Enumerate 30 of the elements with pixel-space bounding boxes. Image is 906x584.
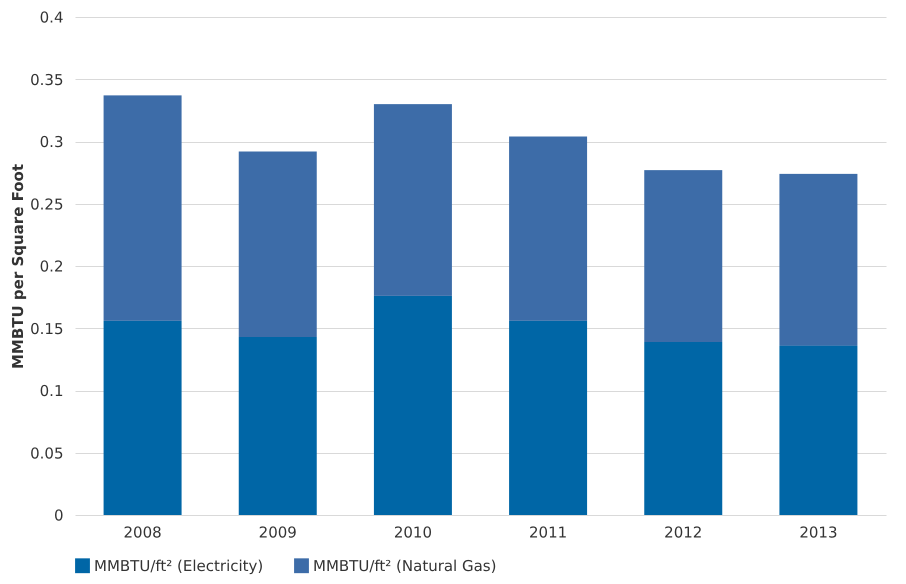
y-tick-label: 0.15 [30,320,64,338]
bar [644,342,722,515]
x-tick-label: 2008 [123,524,162,542]
y-tick-label: 0.25 [30,195,64,214]
bar [779,174,858,346]
x-tick-label: 2013 [799,524,838,542]
legend-label: MMBTU/ft² (Electricity) [94,556,264,575]
y-tick-label: 0.35 [30,70,64,89]
y-tick-label: 0.05 [30,444,64,462]
bar [779,346,858,515]
legend-label: MMBTU/ft² (Natural Gas) [313,556,496,575]
bar [644,170,722,342]
bar [374,296,452,515]
bar [104,95,182,321]
bar [238,151,317,337]
y-tick-label: 0 [54,506,64,524]
bar [509,136,588,321]
y-axis-title: MMBTU per Square Foot [9,164,28,370]
y-tick-label: 0.1 [40,382,64,400]
y-tick-label: 0.2 [40,258,64,276]
x-tick-label: 2009 [258,524,297,542]
bar [104,320,182,515]
x-tick-label: 2012 [664,524,702,542]
y-tick-label: 0.3 [40,133,64,151]
bar [374,104,452,296]
bar [238,336,317,515]
y-tick-label: 0.4 [40,8,64,26]
x-tick-label: 2011 [528,524,568,542]
bar [509,320,588,515]
x-tick-label: 2010 [394,524,432,542]
